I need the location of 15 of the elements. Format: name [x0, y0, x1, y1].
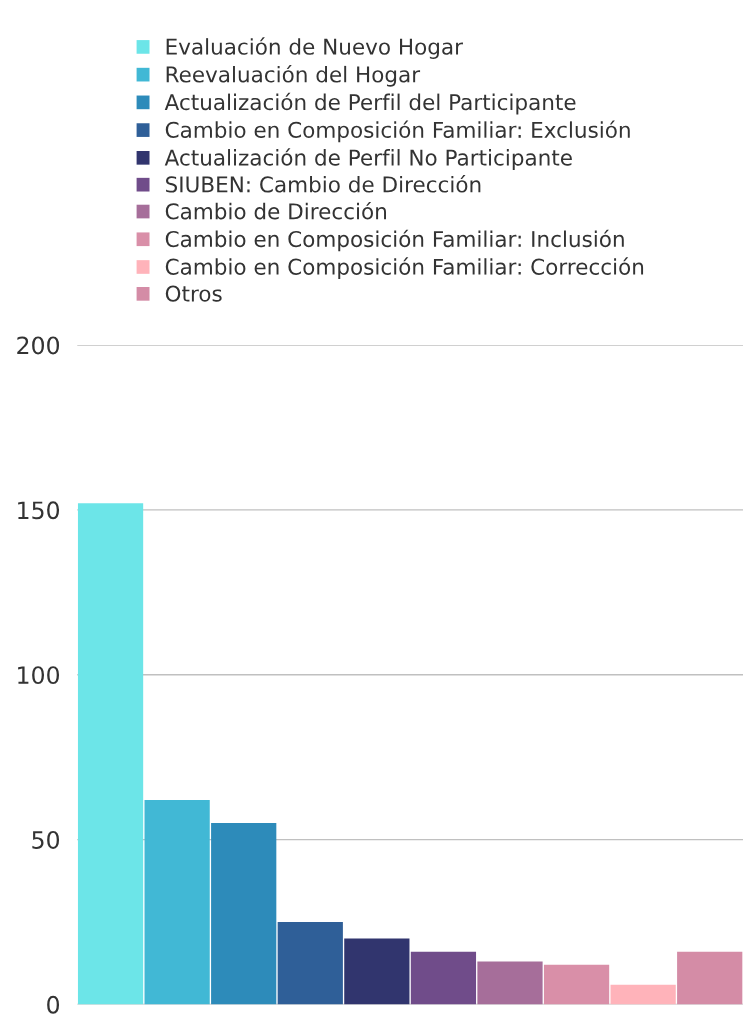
legend-label: Cambio en Composición Familiar: Corrección — [165, 257, 644, 280]
legend-label: Otros — [165, 285, 222, 302]
legend-label: SIUBEN: Cambio de Dirección — [166, 175, 481, 193]
legend-label: Actualización de Perfil No Participante — [164, 148, 572, 170]
y-tick-label: 50 — [32, 831, 60, 849]
legend-label: Cambio de Dirección — [165, 201, 386, 220]
y-tick-label: 100 — [18, 666, 60, 685]
legend-label: Cambio en Composición Familiar: Exclusión — [165, 120, 630, 143]
y-tick-label: 200 — [17, 336, 60, 355]
legend-label: Evaluación de Nuevo Hogar — [166, 37, 463, 59]
y-tick-label: 0 — [47, 995, 60, 1014]
legend-label: Actualización de Perfil del Participante — [164, 92, 576, 115]
legend-label: Cambio en Composición Familiar: Inclusión — [165, 229, 624, 252]
y-tick-label: 150 — [18, 501, 60, 520]
legend-label: Reevaluación del Hogar — [166, 65, 421, 87]
